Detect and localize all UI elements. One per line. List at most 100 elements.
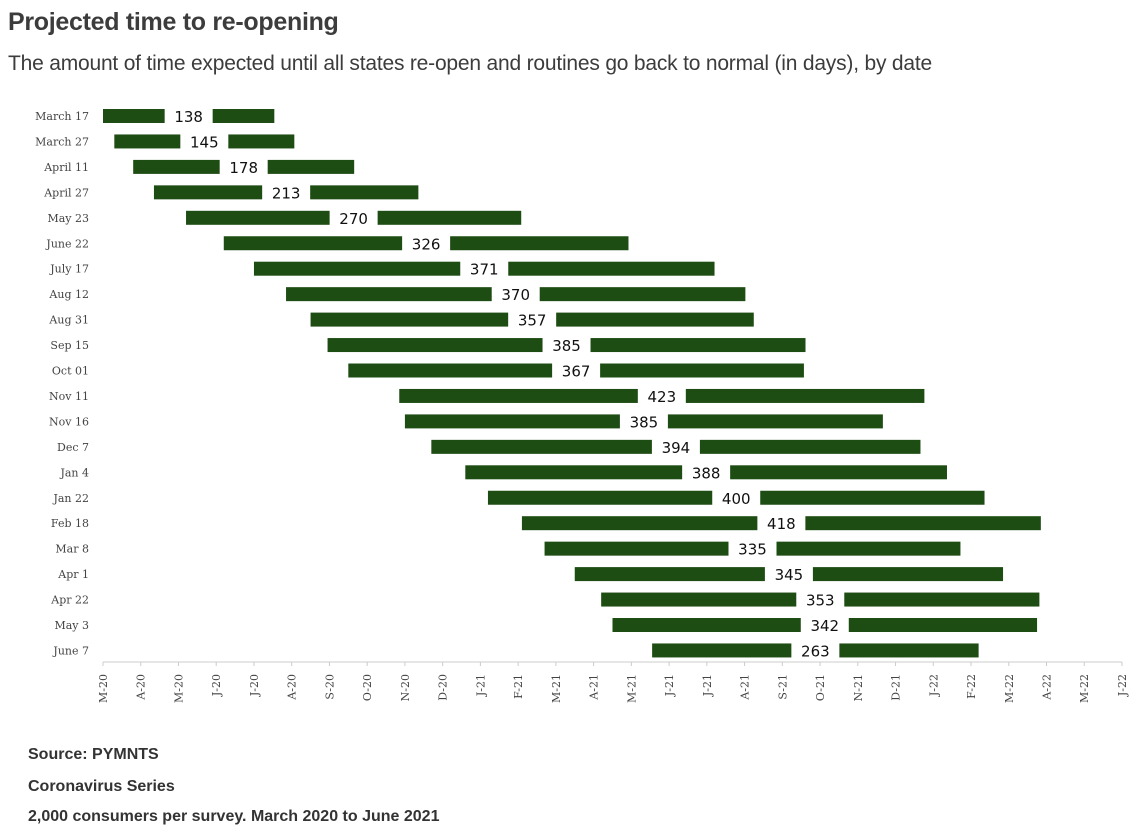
x-tick-label: J-22 bbox=[1116, 674, 1129, 697]
bar-value-label: 335 bbox=[738, 541, 767, 559]
bar-segment-left bbox=[521, 516, 758, 531]
x-tick-label: M-22 bbox=[1003, 674, 1016, 703]
x-tick-label: A-21 bbox=[739, 674, 752, 701]
bar-value-label: 400 bbox=[722, 490, 751, 508]
row-label: June 22 bbox=[45, 237, 89, 250]
row-label: Feb 18 bbox=[51, 517, 89, 530]
row-label: July 17 bbox=[49, 263, 89, 276]
x-tick-label: J-21 bbox=[663, 674, 676, 697]
bar-value-label: 342 bbox=[810, 617, 839, 635]
x-tick-label: O-21 bbox=[814, 674, 827, 701]
row-label: Nov 11 bbox=[49, 390, 89, 403]
bar-value-label: 423 bbox=[648, 388, 677, 406]
row-label: Dec 7 bbox=[57, 441, 89, 454]
row-label: Jan 4 bbox=[59, 466, 89, 479]
bar-segment-left bbox=[404, 414, 620, 429]
bar-value-label: 370 bbox=[501, 286, 530, 304]
bar-value-label: 270 bbox=[339, 210, 368, 228]
x-tick-label: J-20 bbox=[210, 674, 223, 697]
row-label: June 7 bbox=[52, 644, 89, 657]
chart-title: Projected time to re-opening bbox=[8, 8, 339, 36]
x-tick-label: A-20 bbox=[135, 674, 148, 701]
bar-segment-left bbox=[574, 567, 765, 582]
bar-value-label: 213 bbox=[272, 184, 301, 202]
bar-segment-right bbox=[685, 388, 925, 403]
x-tick-label: J-22 bbox=[927, 674, 940, 697]
x-tick-label: M-22 bbox=[1078, 674, 1091, 703]
row-label: April 27 bbox=[43, 186, 89, 199]
bar-segment-left bbox=[153, 185, 263, 200]
x-tick-label: F-22 bbox=[965, 674, 978, 699]
bar-value-label: 388 bbox=[692, 464, 721, 482]
bar-segment-left bbox=[544, 541, 729, 556]
bar-segment-left bbox=[652, 643, 792, 658]
bar-value-label: 367 bbox=[562, 363, 591, 381]
bar-segment-left bbox=[223, 236, 403, 251]
bar-segment-right bbox=[844, 592, 1040, 607]
bar-segment-left bbox=[253, 261, 461, 276]
row-label: Mar 8 bbox=[55, 543, 89, 556]
bar-segment-right bbox=[212, 109, 275, 123]
x-tick-label: J-21 bbox=[701, 674, 714, 697]
bar-value-label: 145 bbox=[190, 133, 219, 151]
bar-value-label: 357 bbox=[518, 312, 547, 330]
bar-segment-right bbox=[760, 490, 985, 505]
row-label: Jan 22 bbox=[52, 492, 89, 505]
bar-segment-right bbox=[812, 567, 1004, 582]
bar-segment-right bbox=[590, 338, 806, 353]
x-tick-label: M-21 bbox=[625, 674, 638, 703]
bar-segment-left bbox=[103, 109, 165, 123]
row-label: Oct 01 bbox=[52, 365, 89, 378]
row-label: Apr 1 bbox=[57, 568, 89, 581]
bar-segment-right bbox=[556, 312, 754, 327]
footer-note: 2,000 consumers per survey. March 2020 t… bbox=[28, 808, 440, 825]
bar-value-label: 371 bbox=[470, 261, 499, 279]
bar-segment-left bbox=[114, 134, 181, 149]
bar-value-label: 263 bbox=[801, 642, 830, 660]
bar-segment-right bbox=[730, 465, 947, 480]
bar-segment-left bbox=[487, 490, 713, 505]
bar-value-label: 418 bbox=[767, 515, 796, 533]
row-label: Apr 22 bbox=[50, 594, 89, 607]
bar-segment-left bbox=[327, 338, 543, 353]
bar-segment-left bbox=[286, 287, 492, 302]
x-tick-label: D-21 bbox=[890, 674, 903, 701]
x-tick-label: S-20 bbox=[323, 674, 336, 700]
x-tick-label: D-20 bbox=[437, 674, 450, 701]
bar-segment-left bbox=[399, 388, 638, 403]
chart-subtitle: The amount of time expected until all st… bbox=[8, 52, 932, 75]
row-label: March 27 bbox=[35, 135, 89, 148]
bar-segment-right bbox=[776, 541, 961, 556]
x-tick-label: F-21 bbox=[512, 674, 525, 699]
x-tick-label: M-20 bbox=[97, 674, 110, 703]
bar-segment-right bbox=[699, 439, 921, 454]
row-label: Sep 15 bbox=[50, 339, 89, 352]
bar-segment-left bbox=[348, 363, 553, 378]
x-tick-label: A-20 bbox=[286, 674, 299, 701]
bar-value-label: 385 bbox=[630, 413, 659, 431]
bar-segment-right bbox=[228, 134, 295, 149]
bar-value-label: 353 bbox=[806, 592, 835, 610]
row-label: May 23 bbox=[47, 212, 89, 225]
x-tick-label: A-21 bbox=[588, 674, 601, 701]
bar-segment-left bbox=[431, 439, 652, 454]
x-tick-label: N-20 bbox=[399, 674, 412, 701]
bar-segment-right bbox=[805, 516, 1041, 531]
x-tick-label: J-21 bbox=[474, 674, 487, 697]
bar-segment-right bbox=[508, 261, 715, 276]
bar-segment-right bbox=[667, 414, 883, 429]
x-tick-label: N-21 bbox=[852, 674, 865, 701]
bar-value-label: 326 bbox=[412, 235, 441, 253]
bar-segment-right bbox=[377, 210, 522, 225]
bar-segment-left bbox=[133, 159, 220, 174]
row-label: Nov 16 bbox=[49, 415, 89, 428]
bar-segment-left bbox=[601, 592, 797, 607]
bar-value-label: 138 bbox=[174, 108, 203, 126]
x-tick-label: M-20 bbox=[172, 674, 185, 703]
bar-value-label: 345 bbox=[775, 566, 804, 584]
bar-segment-right bbox=[839, 643, 979, 658]
row-label: Aug 12 bbox=[48, 288, 89, 301]
bar-value-label: 385 bbox=[552, 337, 581, 355]
bar-segment-right bbox=[848, 618, 1038, 632]
bar-segment-left bbox=[612, 618, 801, 632]
